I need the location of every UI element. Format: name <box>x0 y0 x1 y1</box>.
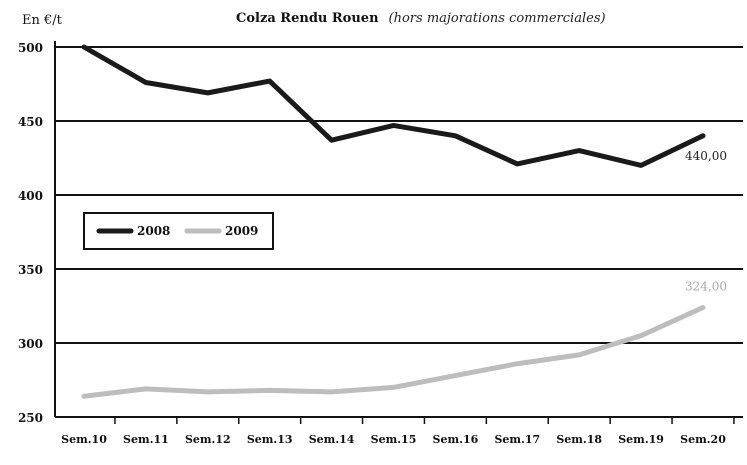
x-tick-label: Sem.19 <box>618 433 664 446</box>
x-tick-label: Sem.16 <box>433 433 479 446</box>
chart-title: Colza Rendu Rouen (hors majorations comme… <box>236 11 606 26</box>
y-axis-ticks: 250 300 350 400 450 500 <box>18 41 43 425</box>
y-axis-unit-label: En €/t <box>22 13 63 28</box>
x-tick-label: Sem.17 <box>494 433 540 446</box>
x-tick-label: Sem.18 <box>556 433 602 446</box>
x-tick-label: Sem.13 <box>247 433 293 446</box>
data-label-2008-end: 440,00 <box>685 149 727 163</box>
legend: 2008 2009 <box>83 212 274 250</box>
x-tick-label: Sem.15 <box>371 433 417 446</box>
x-tick-label: Sem.11 <box>123 433 169 446</box>
x-tick-label: Sem.14 <box>309 433 355 446</box>
y-tick-label-300: 300 <box>18 337 43 351</box>
series-line-2008 <box>81 44 706 168</box>
x-tick-label: Sem.20 <box>680 433 726 446</box>
x-axis: Sem.10 Sem.11 Sem.12 Sem.13 Sem.14 Sem.15 Sem.… <box>61 417 735 446</box>
chart-subtitle: (hors majorations commerciales) <box>389 11 606 26</box>
grid-lines <box>54 41 743 418</box>
legend-label-2009: 2009 <box>225 224 258 238</box>
series-lines <box>81 44 706 399</box>
y-tick-label-500: 500 <box>18 41 43 55</box>
y-tick-label-400: 400 <box>18 189 43 203</box>
y-tick-label-350: 350 <box>18 263 43 277</box>
data-label-2009-end: 324,00 <box>685 279 727 293</box>
y-tick-label-450: 450 <box>18 115 43 129</box>
legend-label-2008: 2008 <box>137 224 170 238</box>
data-labels: 440,00 324,00 <box>685 149 727 294</box>
series-line-2009 <box>81 304 706 399</box>
x-tick-label: Sem.12 <box>185 433 231 446</box>
y-tick-label-250: 250 <box>18 411 43 425</box>
x-tick-label: Sem.10 <box>61 433 107 446</box>
chart-title-main: Colza Rendu Rouen <box>236 11 379 26</box>
